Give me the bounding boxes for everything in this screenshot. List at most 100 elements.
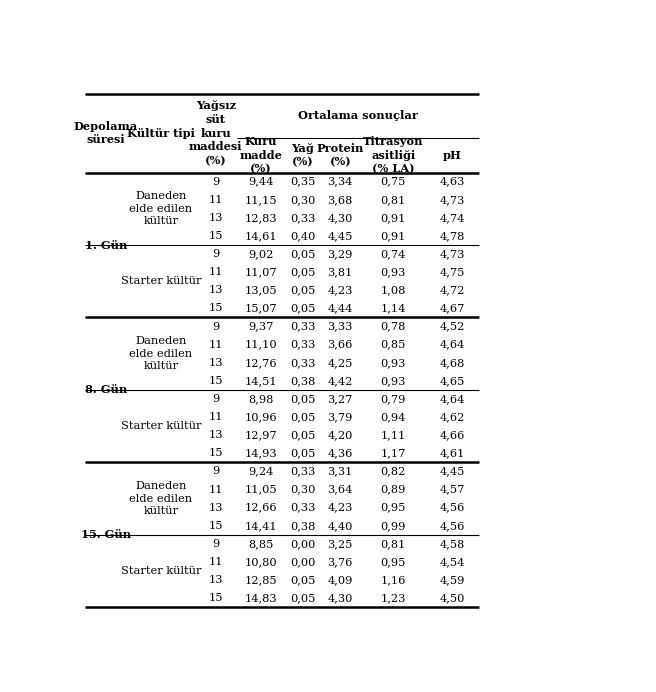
Text: 12,76: 12,76 — [245, 358, 277, 367]
Text: 4,66: 4,66 — [440, 430, 465, 440]
Text: 0,38: 0,38 — [290, 521, 316, 531]
Text: 0,91: 0,91 — [380, 213, 406, 223]
Text: 4,72: 4,72 — [440, 285, 465, 295]
Text: 0,30: 0,30 — [290, 194, 316, 205]
Text: 4,65: 4,65 — [440, 376, 465, 386]
Text: 10,80: 10,80 — [245, 557, 277, 567]
Text: 12,66: 12,66 — [245, 502, 277, 513]
Text: 9,24: 9,24 — [248, 466, 274, 477]
Text: 4,61: 4,61 — [440, 448, 465, 458]
Text: 13: 13 — [209, 575, 223, 585]
Text: 0,33: 0,33 — [290, 213, 316, 223]
Text: 4,09: 4,09 — [327, 575, 353, 585]
Text: 9: 9 — [212, 394, 219, 404]
Text: 14,93: 14,93 — [245, 448, 277, 458]
Text: 4,36: 4,36 — [327, 448, 353, 458]
Text: 4,64: 4,64 — [440, 394, 465, 404]
Text: 0,05: 0,05 — [290, 285, 316, 295]
Text: 0,33: 0,33 — [290, 466, 316, 477]
Text: Daneden
elde edilen
kültür: Daneden elde edilen kültür — [129, 192, 192, 226]
Text: 4,45: 4,45 — [327, 231, 353, 241]
Text: Titrasyon
asitliği
(% LA): Titrasyon asitliği (% LA) — [363, 136, 423, 174]
Text: 0,05: 0,05 — [290, 267, 316, 277]
Text: 0,05: 0,05 — [290, 430, 316, 440]
Text: 3,31: 3,31 — [327, 466, 353, 477]
Text: 0,82: 0,82 — [380, 466, 406, 477]
Text: Starter kültür: Starter kültür — [121, 566, 201, 576]
Text: 4,56: 4,56 — [440, 521, 465, 531]
Text: 9: 9 — [212, 466, 219, 477]
Text: 11: 11 — [209, 267, 223, 277]
Text: 1,23: 1,23 — [380, 593, 406, 603]
Text: 1,14: 1,14 — [380, 303, 406, 313]
Text: Yağsız
süt
kuru
maddesi
(%): Yağsız süt kuru maddesi (%) — [189, 100, 243, 166]
Text: 4,64: 4,64 — [440, 340, 465, 349]
Text: 0,75: 0,75 — [380, 176, 406, 187]
Text: 15,07: 15,07 — [245, 303, 277, 313]
Text: Starter kültür: Starter kültür — [121, 276, 201, 286]
Text: 0,33: 0,33 — [290, 340, 316, 349]
Text: 8. Gün: 8. Gün — [85, 385, 127, 395]
Text: Ortalama sonuçlar: Ortalama sonuçlar — [298, 110, 418, 121]
Text: 15: 15 — [209, 376, 223, 386]
Text: Protein
(%): Protein (%) — [317, 143, 364, 167]
Text: 11: 11 — [209, 412, 223, 422]
Text: 0,93: 0,93 — [380, 376, 406, 386]
Text: 9: 9 — [212, 539, 219, 549]
Text: 0,89: 0,89 — [380, 484, 406, 495]
Text: 11,05: 11,05 — [245, 484, 277, 495]
Text: 0,05: 0,05 — [290, 593, 316, 603]
Text: 15: 15 — [209, 593, 223, 603]
Text: 4,73: 4,73 — [440, 194, 465, 205]
Text: pH: pH — [443, 149, 462, 161]
Text: 11: 11 — [209, 194, 223, 205]
Text: 9: 9 — [212, 322, 219, 331]
Text: 0,95: 0,95 — [380, 502, 406, 513]
Text: 15. Gün: 15. Gün — [81, 529, 131, 540]
Text: 15: 15 — [209, 521, 223, 531]
Text: Kuru
madde
(%): Kuru madde (%) — [239, 136, 282, 174]
Text: 4,30: 4,30 — [327, 593, 353, 603]
Text: 1,16: 1,16 — [380, 575, 406, 585]
Text: 9,44: 9,44 — [248, 176, 274, 187]
Text: 0,81: 0,81 — [380, 539, 406, 549]
Text: 11,10: 11,10 — [245, 340, 277, 349]
Text: 4,75: 4,75 — [440, 267, 465, 277]
Text: 4,73: 4,73 — [440, 249, 465, 259]
Text: 1. Gün: 1. Gün — [85, 239, 127, 251]
Text: 3,33: 3,33 — [327, 322, 353, 331]
Text: 0,78: 0,78 — [380, 322, 406, 331]
Text: 0,05: 0,05 — [290, 249, 316, 259]
Text: 4,52: 4,52 — [440, 322, 465, 331]
Text: 10,96: 10,96 — [245, 412, 277, 422]
Text: 0,05: 0,05 — [290, 448, 316, 458]
Text: 4,63: 4,63 — [440, 176, 465, 187]
Text: 4,57: 4,57 — [440, 484, 465, 495]
Text: 4,62: 4,62 — [440, 412, 465, 422]
Text: 4,45: 4,45 — [440, 466, 465, 477]
Text: Kültür tipi: Kültür tipi — [127, 127, 195, 138]
Text: 13: 13 — [209, 430, 223, 440]
Text: 0,33: 0,33 — [290, 322, 316, 331]
Text: 0,33: 0,33 — [290, 358, 316, 367]
Text: 0,93: 0,93 — [380, 358, 406, 367]
Text: 12,97: 12,97 — [245, 430, 277, 440]
Text: 3,29: 3,29 — [327, 249, 353, 259]
Text: 4,23: 4,23 — [327, 502, 353, 513]
Text: 4,40: 4,40 — [327, 521, 353, 531]
Text: 4,59: 4,59 — [440, 575, 465, 585]
Text: 0,38: 0,38 — [290, 376, 316, 386]
Text: 3,76: 3,76 — [327, 557, 353, 567]
Text: 12,85: 12,85 — [245, 575, 277, 585]
Text: 4,78: 4,78 — [440, 231, 465, 241]
Text: Starter kültür: Starter kültür — [121, 421, 201, 431]
Text: 0,00: 0,00 — [290, 539, 316, 549]
Text: 0,00: 0,00 — [290, 557, 316, 567]
Text: 1,08: 1,08 — [380, 285, 406, 295]
Text: 0,05: 0,05 — [290, 394, 316, 404]
Text: 3,27: 3,27 — [327, 394, 353, 404]
Text: 3,79: 3,79 — [327, 412, 353, 422]
Text: 3,34: 3,34 — [327, 176, 353, 187]
Text: Yağ
(%): Yağ (%) — [291, 143, 314, 167]
Text: 4,42: 4,42 — [327, 376, 353, 386]
